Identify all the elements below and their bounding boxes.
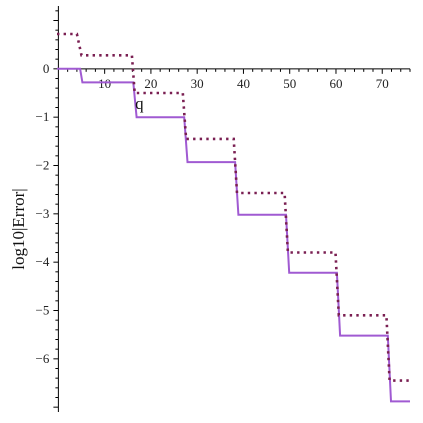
y-tick-label: −6	[36, 351, 50, 366]
x-tick-label: 30	[191, 76, 204, 91]
y-tick-label: −5	[36, 303, 50, 318]
axes	[57, 6, 410, 412]
x-axis-label: q	[135, 94, 144, 113]
solid-error-series	[57, 67, 410, 403]
y-axis-label: log10|Error|	[9, 188, 28, 269]
series-layer	[57, 32, 410, 403]
y-tick-label: −4	[36, 254, 50, 269]
x-tick-label: 50	[283, 76, 296, 91]
y-tick-label: −1	[36, 109, 50, 124]
y-tick-label: −2	[36, 158, 50, 173]
x-tick-label: 60	[329, 76, 342, 91]
x-tick-label: 40	[237, 76, 250, 91]
dotted-error-series	[57, 32, 410, 382]
x-tick-label: 70	[376, 76, 389, 91]
x-axis-ticks: 10 20 30 40 50 60 70	[67, 68, 411, 91]
y-tick-label: 0	[43, 61, 50, 76]
y-axis-ticks: 0 −1 −2 −3 −4 −5 −6	[36, 10, 59, 408]
y-tick-label: −3	[36, 206, 50, 221]
x-tick-label: 20	[144, 76, 157, 91]
